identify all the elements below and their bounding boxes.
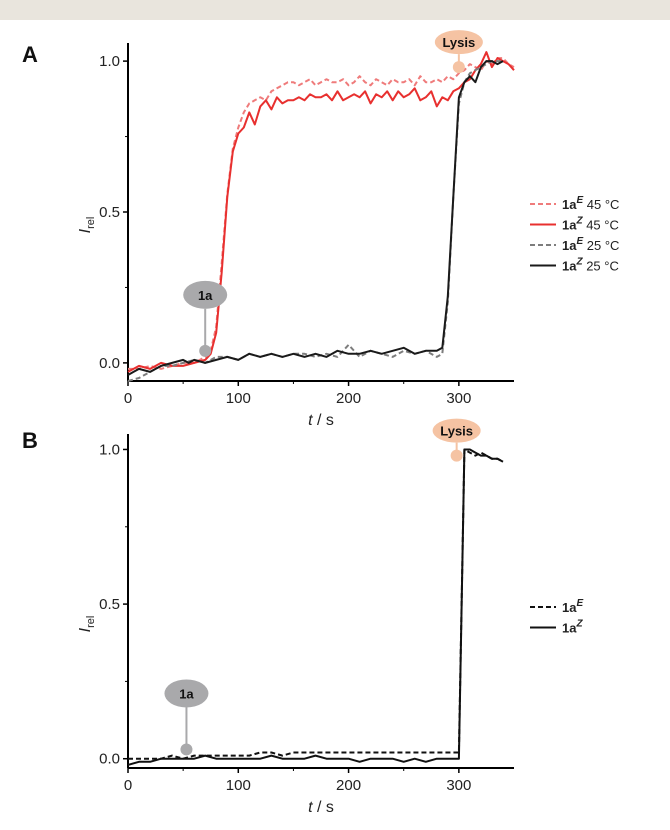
y-axis-label-sub: rel	[85, 616, 97, 628]
legend-entry-3: 1aZ 25 °C	[562, 257, 619, 274]
annotation-pin-dot	[180, 743, 193, 756]
annotation-label: Lysis	[440, 424, 473, 439]
legend-suffix: 25 °C	[583, 259, 619, 274]
legend-entry-0: 1aE	[562, 598, 583, 615]
legend-sup: Z	[575, 619, 583, 630]
series-line-0	[128, 448, 504, 760]
series-line-0	[128, 57, 515, 370]
annotation-label: Lysis	[442, 35, 475, 50]
annotation-badge	[183, 280, 228, 309]
x-axis-label: t / s	[308, 799, 334, 816]
y-axis-label-var: I	[77, 228, 94, 233]
legend-entry-2: 1aE 25 °C	[562, 236, 619, 253]
y-axis-label-sub: rel	[85, 217, 97, 229]
y-tick-label: 0.0	[99, 751, 120, 768]
y-tick-label: 1.0	[99, 441, 120, 458]
legend-sup: E	[576, 598, 583, 609]
x-axis-label-unit: / s	[313, 799, 334, 816]
y-axis-label: Irel	[77, 616, 97, 633]
legend-sup: E	[576, 236, 583, 247]
x-axis-label-unit: / s	[313, 412, 334, 429]
x-tick-label: 0	[124, 777, 132, 794]
annotation-1a: 1a	[164, 679, 209, 756]
annotation-pin-dot	[452, 61, 465, 74]
series-line-1	[127, 51, 515, 373]
y-axis-label: Irel	[77, 217, 97, 234]
legend-entry-1: 1aZ 45 °C	[562, 216, 619, 233]
x-tick-label: 100	[226, 777, 251, 794]
legend-name: 1a	[562, 197, 577, 212]
legend-name: 1a	[562, 600, 577, 615]
x-tick-label: 200	[336, 777, 361, 794]
series-line-2	[127, 60, 503, 382]
annotation-pin-dot	[450, 449, 463, 462]
legend-suffix: 25 °C	[583, 238, 619, 253]
y-tick-label: 0.0	[99, 355, 120, 372]
top-banner	[0, 0, 670, 20]
legend-name: 1a	[562, 238, 577, 253]
x-tick-label: 0	[124, 390, 132, 407]
annotation-badge	[164, 679, 209, 708]
legend-suffix: 45 °C	[583, 218, 619, 233]
annotation-lysis: Lysis	[434, 30, 483, 74]
x-tick-label: 300	[446, 390, 471, 407]
panel-a: A 0 100 200 300 0.0 0.5 1.0 t / s Irel 1a Lysis 1aE …	[22, 30, 619, 429]
annotation-label: 1a	[179, 686, 194, 701]
legend-sup: Z	[575, 257, 583, 268]
legend-sup: E	[576, 195, 583, 206]
x-axis-label-var: t	[308, 412, 313, 429]
y-axis-label-var: I	[77, 627, 94, 632]
legend-entry-0: 1aE 45 °C	[562, 195, 619, 212]
legend-sup: Z	[575, 216, 583, 227]
x-tick-label: 100	[226, 390, 251, 407]
legend-name: 1a	[562, 218, 577, 233]
annotation-1a: 1a	[183, 280, 228, 357]
legend-entry-1: 1aZ	[562, 619, 583, 636]
annotation-badge	[432, 418, 481, 443]
y-tick-label: 0.5	[99, 204, 120, 221]
legend-name: 1a	[562, 259, 577, 274]
x-tick-label: 200	[336, 390, 361, 407]
annotation-lysis: Lysis	[432, 418, 481, 462]
y-tick-label: 0.5	[99, 596, 120, 613]
annotation-label: 1a	[198, 288, 213, 303]
annotation-badge	[434, 30, 483, 55]
series-line-3	[127, 60, 504, 376]
series-line-1	[127, 448, 504, 766]
panel-letter: B	[22, 428, 38, 453]
x-axis-label-var: t	[308, 799, 313, 816]
x-tick-label: 300	[446, 777, 471, 794]
y-tick-label: 1.0	[99, 53, 120, 70]
x-axis-label: t / s	[308, 412, 334, 429]
legend-suffix: 45 °C	[583, 197, 619, 212]
panel-letter: A	[22, 42, 38, 67]
annotation-pin-dot	[199, 344, 212, 357]
legend-name: 1a	[562, 621, 577, 636]
